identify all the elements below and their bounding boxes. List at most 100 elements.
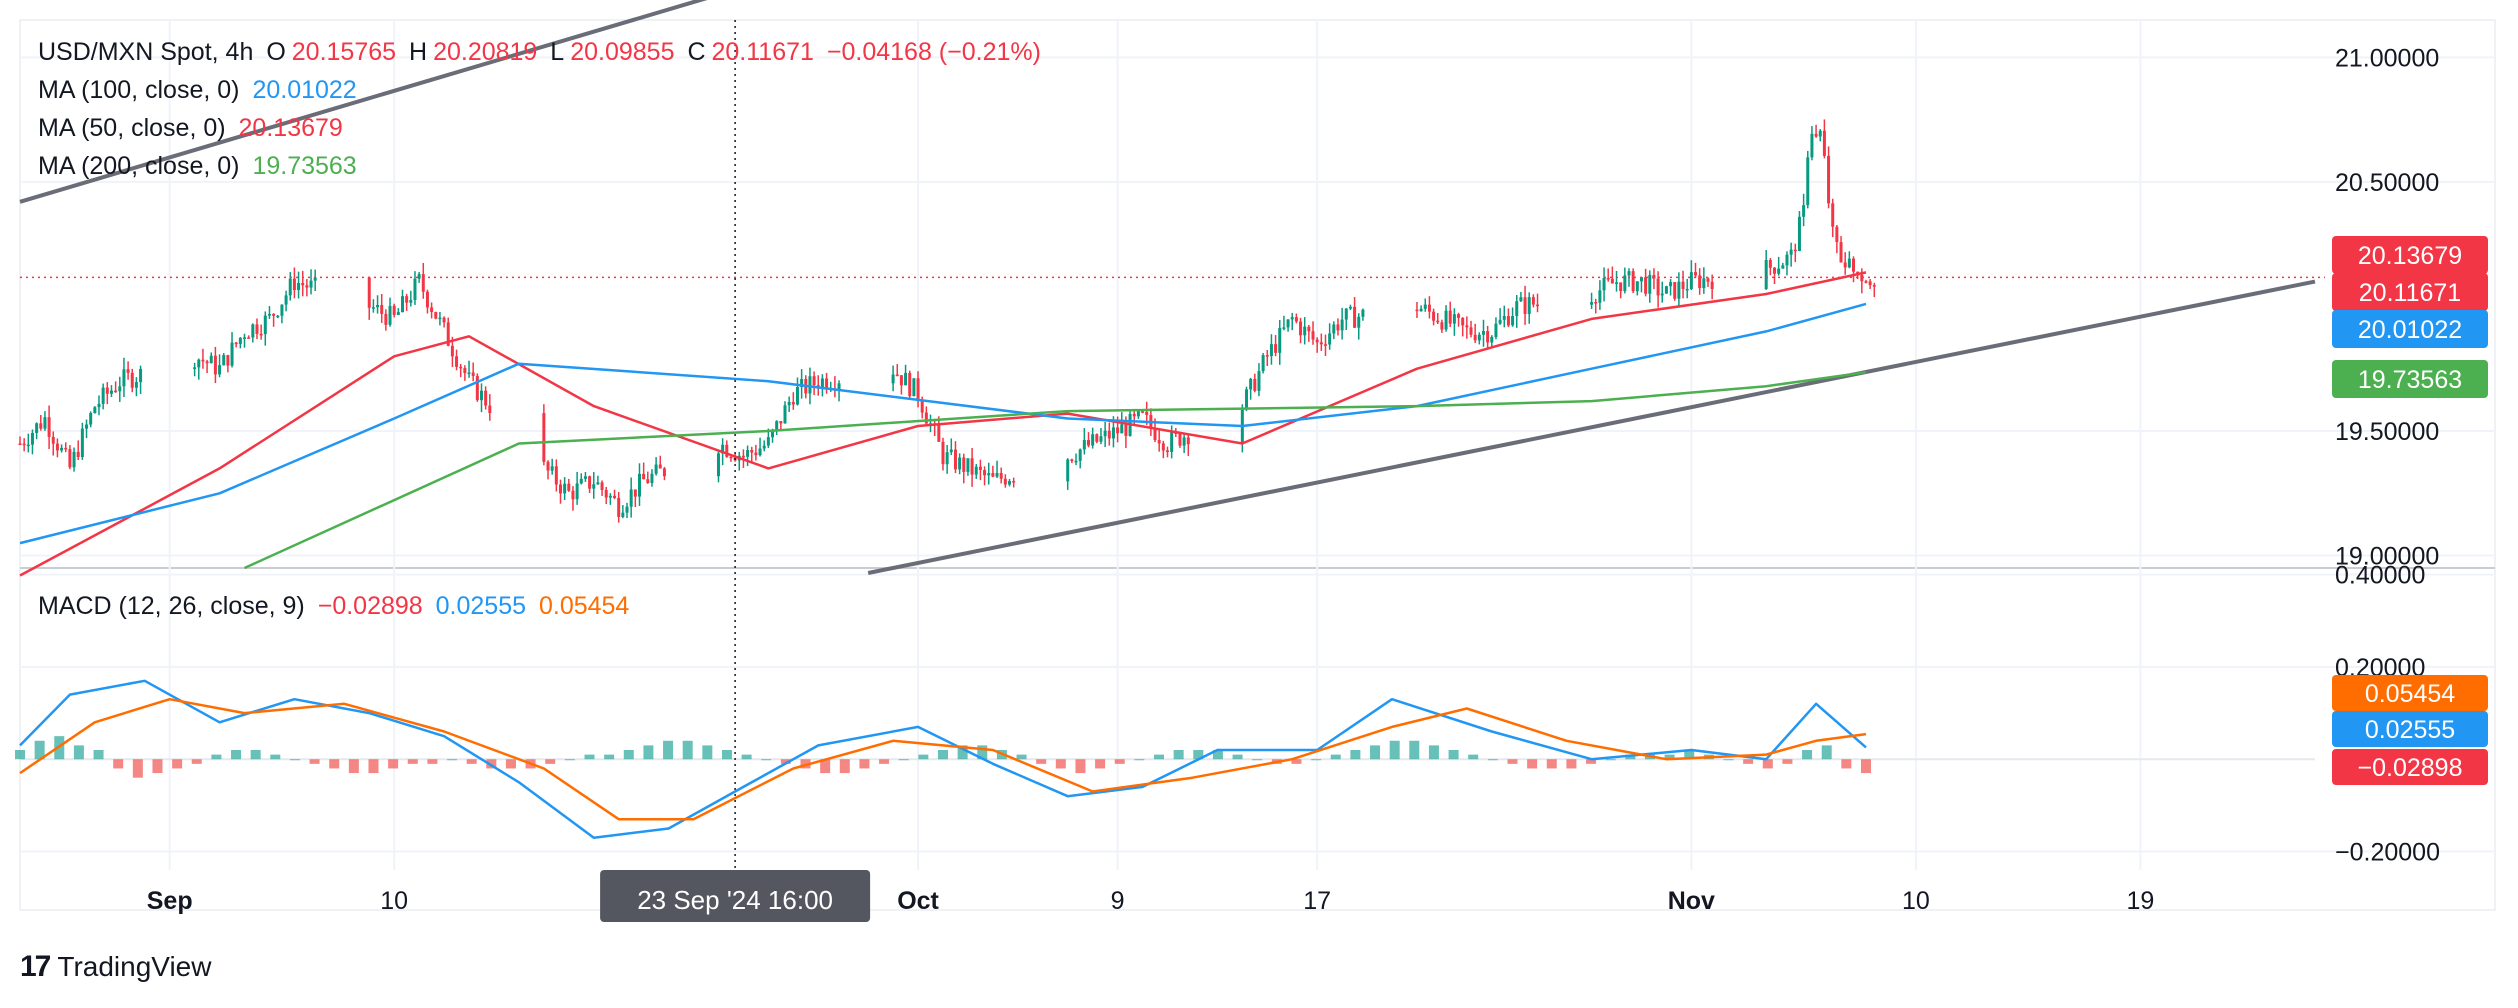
candle-body xyxy=(1635,281,1639,292)
macd-hist-bar xyxy=(15,750,25,760)
candle xyxy=(1773,267,1777,284)
macd-hist-bar xyxy=(1507,759,1518,764)
candle xyxy=(642,462,646,480)
candle-body xyxy=(1515,301,1519,317)
tradingview-logo[interactable]: 17 TradingView xyxy=(20,950,211,984)
candle xyxy=(1107,422,1111,446)
candle-body xyxy=(234,342,238,345)
macd-hist-bar xyxy=(368,759,379,774)
candle xyxy=(933,419,937,437)
candle xyxy=(600,480,604,496)
candle-body xyxy=(837,383,841,390)
candle-body xyxy=(1822,130,1826,156)
ma200-value: 19.73563 xyxy=(252,152,357,180)
candle-body xyxy=(1003,478,1007,485)
candle-body xyxy=(1506,316,1510,326)
candle xyxy=(1261,353,1265,374)
candle-body xyxy=(1536,304,1540,307)
candle xyxy=(484,386,488,410)
macd-hist-bar xyxy=(839,759,850,774)
candle xyxy=(22,438,26,452)
candle-body xyxy=(1523,297,1527,314)
candle xyxy=(958,453,962,475)
candle xyxy=(1536,293,1540,313)
macd-hist-bar xyxy=(447,759,458,761)
candle xyxy=(421,263,425,299)
candle xyxy=(1644,268,1648,297)
price-badge: 20.01022 xyxy=(2332,310,2488,348)
candle-body xyxy=(1847,258,1851,268)
macd-tick-label: −0.20000 xyxy=(2335,839,2440,867)
candle-body xyxy=(80,428,84,458)
price-badge-bg xyxy=(2332,273,2488,311)
candle xyxy=(658,455,662,469)
candle xyxy=(43,411,47,431)
high-label: H xyxy=(409,38,428,66)
candle-body xyxy=(583,476,587,479)
candle-body xyxy=(309,280,313,288)
candle-body xyxy=(1610,278,1614,284)
candle-body xyxy=(1111,427,1115,439)
trend-lines xyxy=(19,0,2316,575)
moving-averages xyxy=(19,271,1867,577)
candle xyxy=(758,437,762,457)
candle xyxy=(820,374,824,397)
candle-body xyxy=(633,489,637,497)
candle-body xyxy=(575,483,579,500)
candle xyxy=(929,414,933,433)
candle-body xyxy=(1810,133,1814,158)
candle xyxy=(438,311,442,326)
candle-body xyxy=(945,452,949,465)
candle xyxy=(1303,317,1307,345)
low-value: 20.09855 xyxy=(570,38,675,66)
candle-body xyxy=(292,278,296,291)
price-badge-label: 19.73563 xyxy=(2358,366,2462,394)
candle xyxy=(471,362,475,382)
candle xyxy=(983,466,987,486)
macd-hist-bar xyxy=(741,754,752,760)
candle-body xyxy=(222,355,226,366)
candle-body xyxy=(1124,424,1128,436)
candle xyxy=(1481,319,1485,347)
candle-body xyxy=(891,374,895,384)
candle-body xyxy=(987,473,991,476)
candle-body xyxy=(617,497,621,517)
candle xyxy=(1764,250,1768,290)
candle xyxy=(1602,267,1606,302)
candle-body xyxy=(1602,278,1606,291)
candle xyxy=(1623,267,1627,294)
candle xyxy=(1440,319,1444,333)
macd-hist-bar xyxy=(1428,745,1439,760)
candle xyxy=(1664,285,1668,294)
candle xyxy=(633,489,637,508)
tradingview-mark-icon: 17 xyxy=(20,950,51,983)
candle xyxy=(995,460,999,479)
candle xyxy=(953,441,957,474)
candle-body xyxy=(238,337,242,344)
candle-body xyxy=(55,443,59,451)
candle-body xyxy=(991,473,995,477)
candle-body xyxy=(795,387,799,405)
candle xyxy=(725,440,729,458)
candle-body xyxy=(1116,427,1120,434)
ma50-legend: MA (50, close, 0) 20.13679 xyxy=(38,114,349,143)
candle-body xyxy=(1299,321,1303,336)
candle-body xyxy=(450,345,454,357)
candle xyxy=(47,405,51,450)
candle xyxy=(475,373,479,402)
macd-hist-bar xyxy=(466,759,477,764)
candle-body xyxy=(1664,286,1668,294)
candle-body xyxy=(1444,310,1448,330)
candle xyxy=(1511,307,1515,327)
candle xyxy=(904,364,908,386)
candle xyxy=(825,372,829,394)
candle xyxy=(1427,296,1431,319)
macd-hist-bar xyxy=(1193,750,1204,760)
macd-hist-bar xyxy=(73,745,84,760)
candle-body xyxy=(729,456,733,459)
candle-body xyxy=(446,322,450,346)
candle xyxy=(800,369,804,399)
candle xyxy=(305,279,309,297)
